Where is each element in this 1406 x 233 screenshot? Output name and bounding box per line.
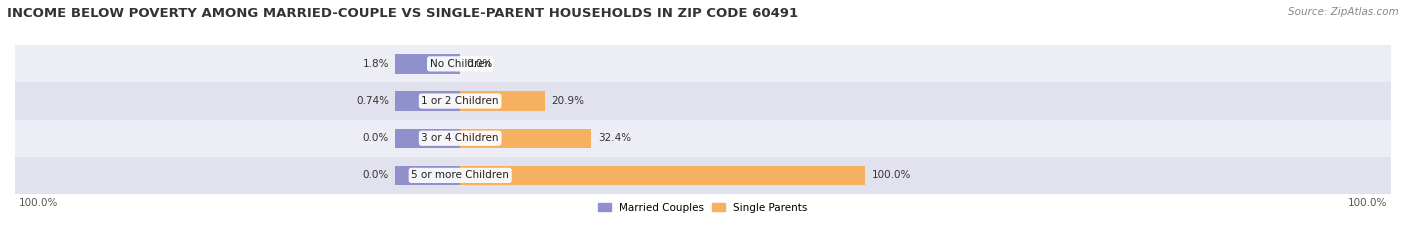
Text: 0.0%: 0.0%	[467, 59, 494, 69]
Bar	[15, 45, 1391, 82]
Text: 100.0%: 100.0%	[872, 170, 911, 180]
Bar	[395, 91, 460, 111]
Bar	[15, 120, 1391, 157]
Bar	[460, 129, 592, 148]
Bar	[15, 82, 1391, 120]
Text: 32.4%: 32.4%	[598, 133, 631, 143]
Bar	[15, 157, 1391, 194]
Bar	[460, 91, 544, 111]
Text: 100.0%: 100.0%	[1347, 198, 1386, 208]
Text: 1.8%: 1.8%	[363, 59, 389, 69]
Text: 100.0%: 100.0%	[20, 198, 59, 208]
Text: 5 or more Children: 5 or more Children	[411, 170, 509, 180]
Bar	[460, 166, 865, 185]
Text: INCOME BELOW POVERTY AMONG MARRIED-COUPLE VS SINGLE-PARENT HOUSEHOLDS IN ZIP COD: INCOME BELOW POVERTY AMONG MARRIED-COUPL…	[7, 7, 799, 20]
Text: 0.74%: 0.74%	[356, 96, 389, 106]
Bar	[395, 129, 460, 148]
Text: 3 or 4 Children: 3 or 4 Children	[422, 133, 499, 143]
Text: Source: ZipAtlas.com: Source: ZipAtlas.com	[1288, 7, 1399, 17]
Bar	[395, 166, 460, 185]
Legend: Married Couples, Single Parents: Married Couples, Single Parents	[595, 198, 811, 217]
Bar	[395, 54, 460, 74]
Text: 20.9%: 20.9%	[551, 96, 585, 106]
Text: 1 or 2 Children: 1 or 2 Children	[422, 96, 499, 106]
Text: 0.0%: 0.0%	[363, 133, 389, 143]
Text: 0.0%: 0.0%	[363, 170, 389, 180]
Text: No Children: No Children	[430, 59, 491, 69]
